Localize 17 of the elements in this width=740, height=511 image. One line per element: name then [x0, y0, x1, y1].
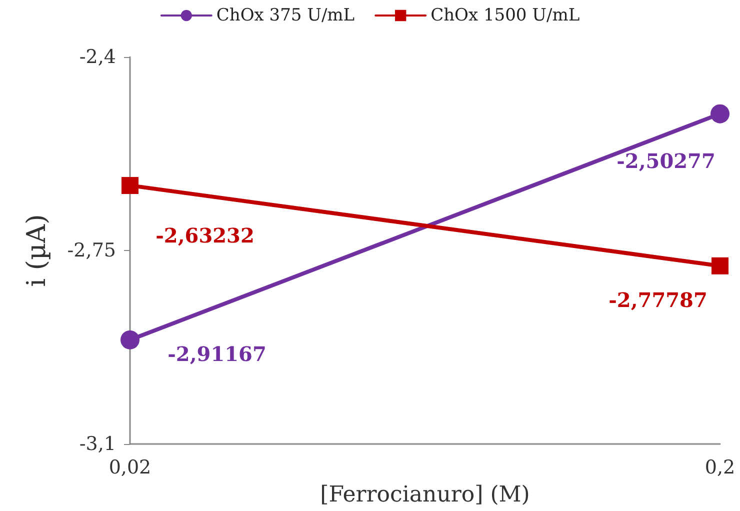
x-tick-label: 0,02	[108, 456, 152, 478]
data-label: -2,50277	[616, 148, 716, 173]
x-axis-title: [Ferrocianuro] (M)	[320, 482, 530, 508]
y-tick-label: -2,75	[67, 240, 116, 262]
legend-label: ChOx 375 U/mL	[216, 6, 355, 26]
point	[122, 176, 138, 194]
y-tick-label: -2,4	[79, 46, 116, 68]
point	[710, 104, 730, 124]
data-label: -2,63232	[156, 223, 254, 248]
x-tick-label: 0,2	[704, 456, 736, 478]
data-label: -2,91167	[168, 342, 266, 366]
y-tick-label: -3,1	[79, 433, 116, 455]
point	[120, 330, 140, 350]
y-axis-title: i (µA)	[22, 214, 52, 287]
legend-label: ChOx 1500 U/mL	[430, 6, 580, 26]
point	[712, 257, 728, 274]
data-label: -2,77787	[608, 288, 708, 312]
